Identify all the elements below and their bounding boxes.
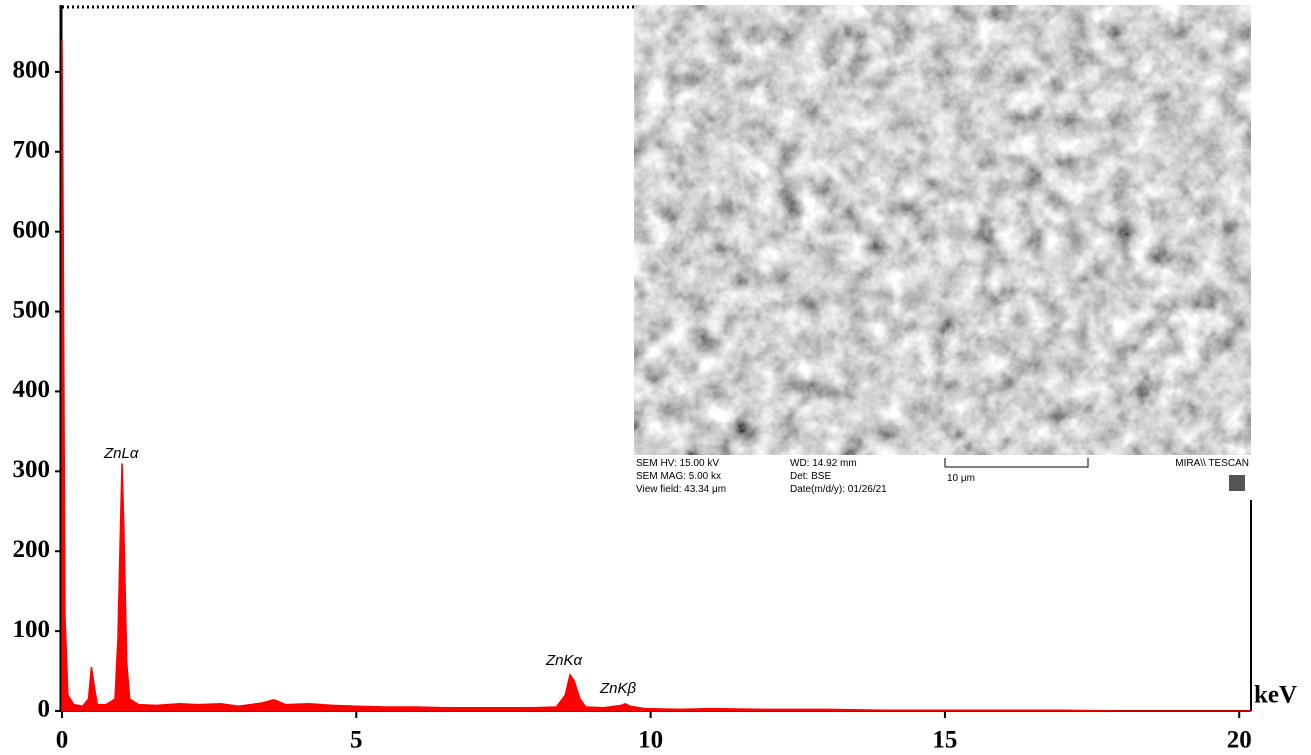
x-axis-label: keV xyxy=(1254,682,1297,709)
logo xyxy=(1229,475,1245,491)
y-tick-label: 500 xyxy=(13,296,51,323)
annotation: ZnKβ xyxy=(599,680,637,697)
y-tick-label: 100 xyxy=(13,616,51,643)
y-tick-label: 600 xyxy=(13,216,51,243)
y-tick-label: 0 xyxy=(38,696,51,723)
y-tick-label: 200 xyxy=(13,536,51,563)
inset-label: WD: 14.92 mm xyxy=(790,458,857,469)
sem-inset: SEM HV: 15.00 kV WD: 14.92 mm MIRA\\ TES… xyxy=(634,5,1251,500)
inset-label: SEM MAG: 5.00 kx xyxy=(636,471,721,482)
y-tick-label: 300 xyxy=(13,456,51,483)
x-tick-label: 10 xyxy=(638,727,663,754)
inset-label: View field: 43.34 μm xyxy=(636,484,726,495)
inset-label: Date(m/d/y): 01/26/21 xyxy=(790,484,887,495)
sem-image xyxy=(634,5,1251,455)
x-tick-label: 15 xyxy=(932,727,957,754)
y-tick-label: 700 xyxy=(13,137,51,164)
y-tick-label: 400 xyxy=(13,376,51,403)
annotation: ZnLα xyxy=(103,445,139,462)
inset-label: SEM HV: 15.00 kV xyxy=(636,458,719,469)
x-tick-label: 20 xyxy=(1227,727,1252,754)
inset-label: MIRA\\ TESCAN xyxy=(1175,458,1249,469)
inset-label: Det: BSE xyxy=(790,471,831,482)
scale-bar xyxy=(944,458,1089,468)
x-tick-label: 0 xyxy=(56,727,69,754)
annotation: ZnKα xyxy=(545,652,583,669)
spectrum xyxy=(61,39,1251,712)
y-tick-label: 800 xyxy=(13,57,51,84)
x-tick-label: 5 xyxy=(350,727,363,754)
inset-label: 10 μm xyxy=(947,473,975,484)
sem-info-bar xyxy=(634,455,1251,500)
